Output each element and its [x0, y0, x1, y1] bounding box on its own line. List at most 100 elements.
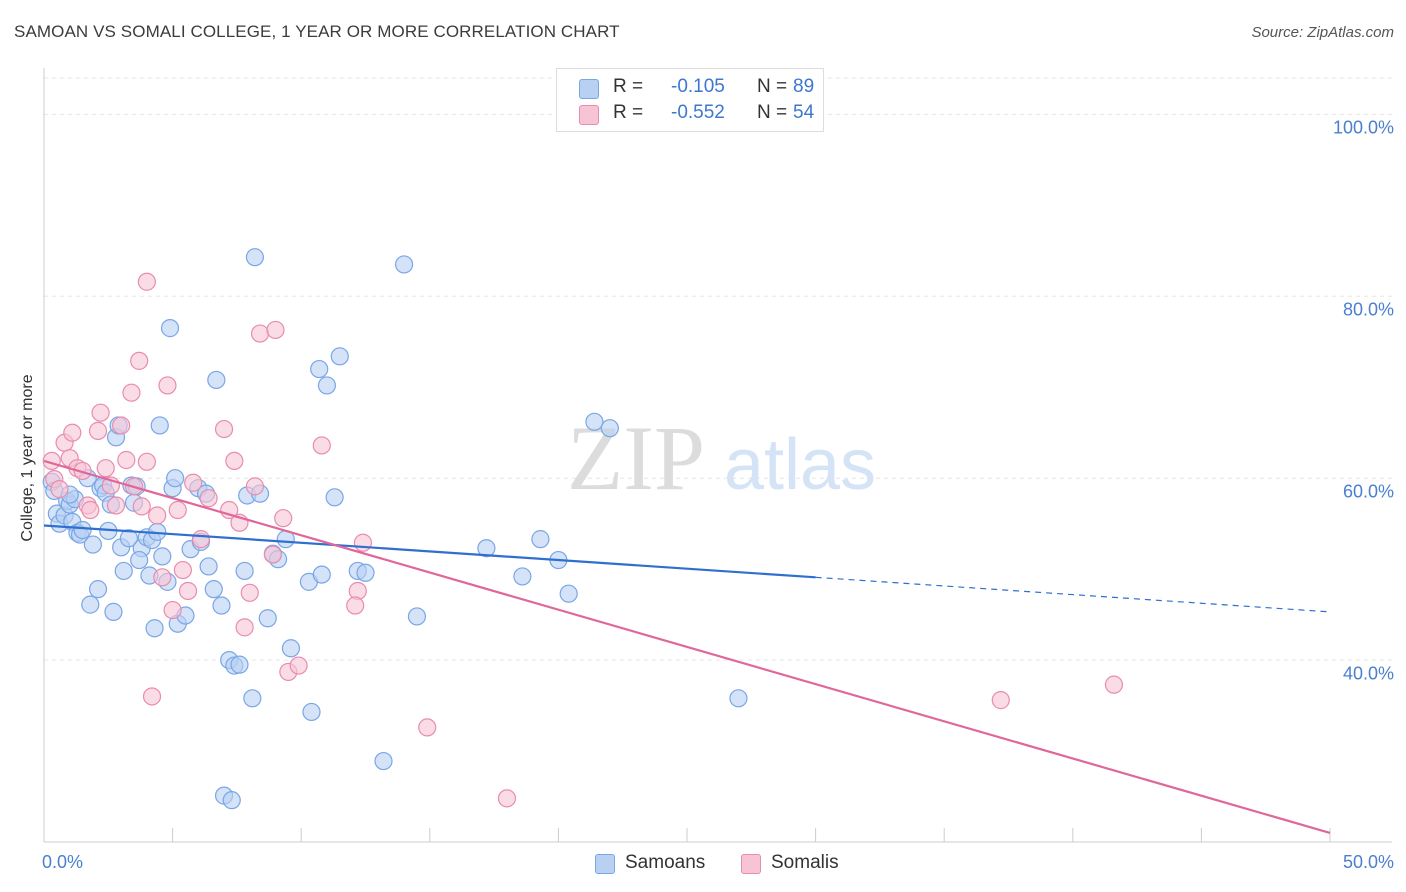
- data-point: [96, 459, 115, 478]
- data-point: [148, 506, 167, 525]
- data-point: [114, 561, 133, 581]
- data-point: [477, 539, 496, 558]
- data-point: [230, 655, 249, 674]
- data-point: [73, 520, 92, 540]
- data-point: [274, 509, 293, 528]
- stats-r-label: R =: [613, 76, 644, 97]
- trend-line-somalis: [43, 459, 1331, 834]
- stats-r-value: -0.552: [671, 102, 725, 123]
- trend-lines: [43, 459, 1331, 834]
- data-point: [142, 687, 162, 706]
- data-point: [302, 702, 321, 722]
- data-point: [225, 451, 244, 471]
- data-point: [310, 359, 329, 379]
- source-label: Source: ZipAtlas.com: [1251, 24, 1394, 41]
- watermark-atlas: atlas: [724, 425, 876, 505]
- stats-box: R = -0.105 N = 89 R = -0.552 N = 54: [556, 68, 824, 132]
- x-tick-label-min: 0.0%: [42, 852, 84, 872]
- stats-n-label: N =: [757, 102, 788, 123]
- data-point: [112, 416, 131, 435]
- y-tick-label: 60.0%: [1342, 481, 1394, 502]
- data-point: [119, 529, 138, 548]
- data-point: [184, 473, 203, 492]
- trend-line-samoans: [43, 524, 816, 579]
- y-tick-label: 80.0%: [1342, 299, 1394, 320]
- data-point: [330, 347, 349, 366]
- series-somalis: [42, 272, 1124, 808]
- data-point: [199, 557, 218, 576]
- data-point: [289, 656, 308, 675]
- data-point: [88, 580, 108, 599]
- data-point: [353, 533, 373, 552]
- data-point: [204, 580, 223, 599]
- stats-swatch-somalis: [579, 105, 599, 125]
- data-point: [245, 477, 265, 496]
- data-point: [199, 489, 218, 508]
- data-point: [153, 568, 172, 587]
- data-point: [122, 383, 141, 402]
- y-tick-label: 40.0%: [1342, 663, 1394, 684]
- legend: Samoans Somalis: [0, 852, 1406, 876]
- data-point: [50, 480, 69, 499]
- data-point: [173, 560, 192, 580]
- stats-n-value: 89: [793, 76, 815, 97]
- data-point: [88, 421, 108, 440]
- data-point: [729, 689, 748, 708]
- data-point: [163, 600, 182, 620]
- data-point: [106, 496, 126, 515]
- data-point: [513, 567, 532, 586]
- data-point: [63, 423, 82, 442]
- data-point: [191, 530, 210, 549]
- data-point: [243, 689, 262, 708]
- data-point: [212, 596, 231, 615]
- data-point: [281, 639, 301, 658]
- legend-label-somalis: Somalis: [771, 852, 839, 873]
- data-point: [258, 609, 277, 628]
- data-point: [73, 461, 92, 481]
- series-samoans: [42, 248, 748, 810]
- data-point: [132, 497, 151, 516]
- data-point: [585, 412, 604, 431]
- y-tick-label: 100.0%: [1332, 117, 1394, 138]
- data-point: [991, 691, 1010, 710]
- data-point: [356, 563, 375, 582]
- data-point: [117, 450, 136, 470]
- data-point: [178, 581, 198, 601]
- data-point: [214, 419, 234, 439]
- data-point: [559, 584, 578, 603]
- data-point: [325, 488, 344, 507]
- data-point: [168, 500, 187, 520]
- data-point: [317, 376, 337, 395]
- data-point: [263, 545, 283, 564]
- data-point: [374, 751, 393, 771]
- data-point: [137, 452, 156, 471]
- data-points: [42, 248, 1124, 810]
- stats-n-label: N =: [757, 76, 788, 97]
- stats-swatch-samoans: [579, 79, 599, 99]
- data-point: [160, 319, 180, 338]
- stats-r-label: R =: [613, 102, 644, 123]
- data-point: [145, 619, 164, 638]
- data-point: [394, 255, 414, 274]
- chart-title: SAMOAN VS SOMALI COLLEGE, 1 YEAR OR MORE…: [14, 22, 620, 41]
- legend-label-samoans: Samoans: [625, 852, 706, 873]
- data-point: [150, 416, 169, 435]
- data-point: [600, 419, 619, 438]
- data-point: [130, 351, 149, 370]
- data-point: [158, 376, 177, 395]
- data-point: [240, 583, 259, 602]
- data-point: [245, 248, 265, 267]
- data-point: [418, 718, 437, 737]
- data-point: [130, 550, 149, 570]
- data-point: [166, 469, 185, 488]
- data-point: [137, 272, 156, 291]
- x-tick-label-max: 50.0%: [1342, 852, 1394, 872]
- legend-swatch-samoans: [595, 854, 615, 874]
- data-point: [531, 530, 550, 549]
- data-point: [497, 789, 517, 808]
- trend-extension-samoans: [815, 576, 1331, 613]
- data-point: [83, 535, 102, 554]
- data-point: [222, 791, 241, 810]
- axes: [43, 68, 1392, 843]
